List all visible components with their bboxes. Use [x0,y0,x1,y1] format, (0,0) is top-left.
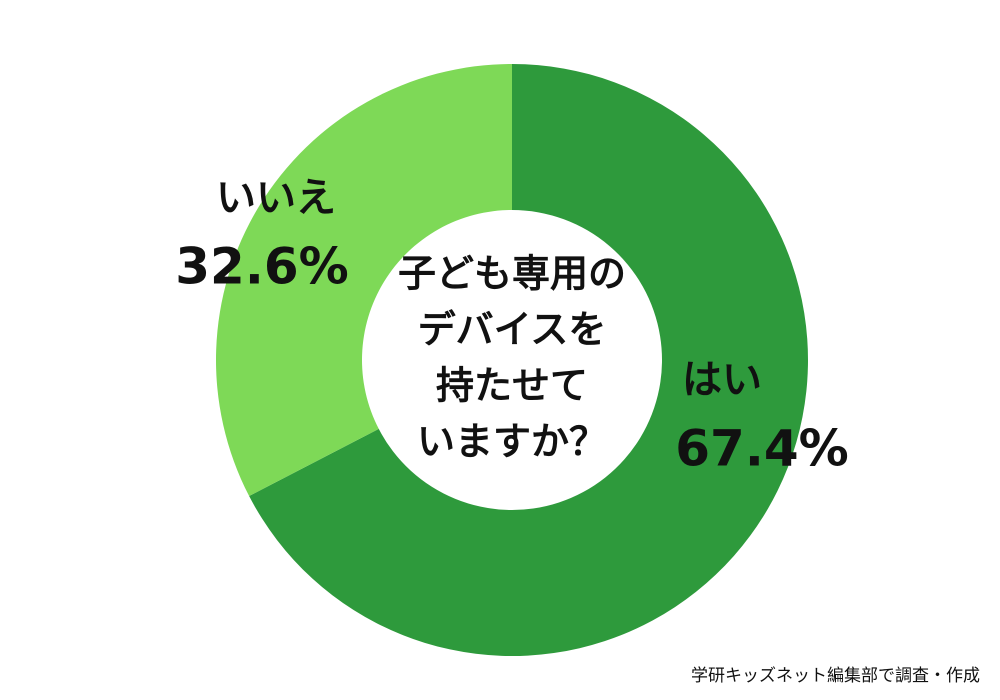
center-text: 持たせて [436,364,588,408]
center-text: 子ども専用の [398,252,626,296]
donut-slice [216,64,512,497]
category-label: いいえ [216,175,336,221]
center-text: デバイスを [418,308,607,352]
donut-slice [249,64,808,657]
center-text: いますか？ [417,420,607,464]
source-note: 学研キッズネット編集部で調査・作成 [691,666,980,686]
category-label: はい [682,357,762,403]
value-label: 32.6% [175,238,348,296]
value-label: 67.4% [675,420,848,478]
